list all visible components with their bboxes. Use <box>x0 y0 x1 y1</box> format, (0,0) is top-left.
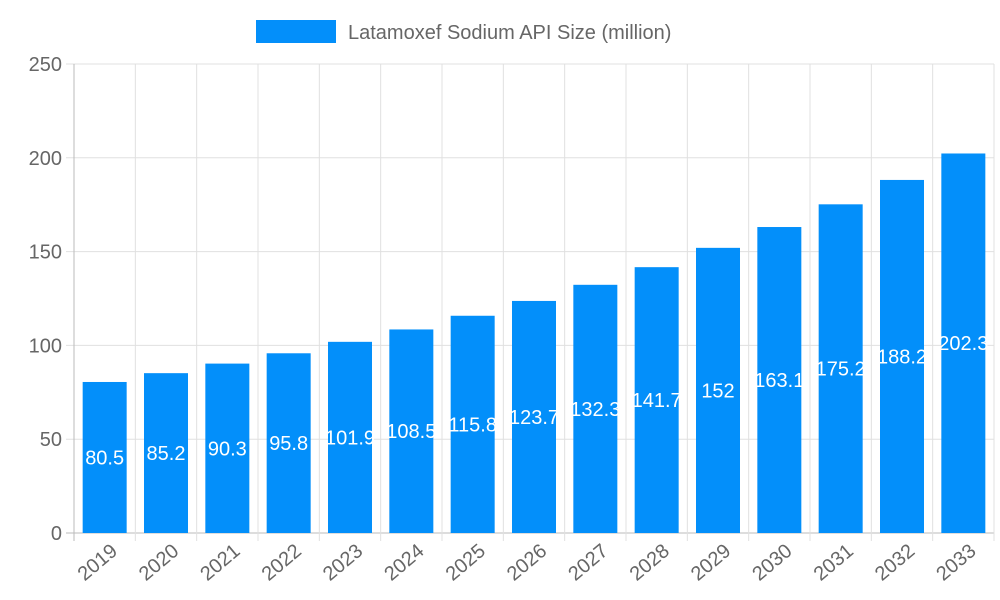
bar-2023 <box>328 341 372 533</box>
x-tick-label: 2026 <box>503 540 551 585</box>
bar-2019 <box>82 381 127 533</box>
data-label: 108.5 <box>386 421 436 443</box>
bar-2021 <box>205 363 250 533</box>
y-tick-label: 50 <box>40 429 62 451</box>
bar-2024 <box>389 329 434 533</box>
data-label: 141.7 <box>632 390 682 412</box>
legend[interactable]: Latamoxef Sodium API Size (million) <box>256 20 671 44</box>
data-label: 80.5 <box>85 447 124 469</box>
x-tick-label: 2021 <box>196 540 244 585</box>
x-tick-label: 2031 <box>810 540 858 585</box>
x-tick-label: 2033 <box>932 540 980 585</box>
bar-2022 <box>266 353 311 533</box>
data-label: 132.3 <box>570 399 620 421</box>
legend-label: Latamoxef Sodium API Size (million) <box>348 22 671 44</box>
data-label: 152 <box>701 380 734 402</box>
bar-2031 <box>818 204 863 533</box>
bars: 80.5 85.2 90.3 95.8 101.9 108.5 115.8 123.7 132.… <box>82 153 988 533</box>
data-label: 101.9 <box>325 427 375 449</box>
grid <box>66 63 995 541</box>
bar-2032 <box>880 179 924 533</box>
bar-2027 <box>573 284 618 533</box>
y-tick-label: 250 <box>29 54 62 76</box>
x-tick-label: 2028 <box>626 540 674 585</box>
x-tick-label: 2019 <box>74 540 122 585</box>
bar-2028 <box>634 267 679 533</box>
x-tick-label: 2023 <box>319 540 367 585</box>
data-label: 202.3 <box>938 333 988 355</box>
bar-2025 <box>450 315 495 533</box>
y-tick-label: 200 <box>29 148 62 170</box>
legend-swatch <box>256 20 336 43</box>
y-tick-label: 100 <box>29 335 62 357</box>
bar-2029 <box>696 247 740 533</box>
data-label: 115.8 <box>448 414 497 436</box>
data-label: 90.3 <box>208 438 247 460</box>
y-tick-label: 0 <box>51 523 62 545</box>
x-tick-label: 2027 <box>564 540 612 585</box>
data-label: 85.2 <box>147 443 186 465</box>
bar-2033 <box>941 153 986 533</box>
bar-2026 <box>512 300 556 533</box>
x-tick-label: 2022 <box>258 540 306 585</box>
data-label: 188.2 <box>877 346 927 368</box>
bar-2020 <box>144 373 188 533</box>
x-tick-label: 2024 <box>380 540 428 585</box>
x-tick-label: 2032 <box>871 540 919 585</box>
x-axis-labels: 2019 2020 2021 2022 2023 2024 2025 2026 2027 2028… <box>74 540 981 585</box>
bar-2030 <box>757 227 802 533</box>
data-label: 163.1 <box>754 370 804 392</box>
data-label: 175.2 <box>816 359 866 381</box>
data-label: 123.7 <box>509 407 559 429</box>
x-tick-label: 2020 <box>135 540 183 585</box>
y-tick-label: 150 <box>29 242 62 264</box>
x-tick-label: 2029 <box>687 540 735 585</box>
x-tick-label: 2025 <box>442 540 490 585</box>
data-label: 95.8 <box>269 433 308 455</box>
x-tick-label: 2030 <box>748 540 796 585</box>
y-axis-labels: 0 50 100 150 200 250 <box>29 54 62 545</box>
